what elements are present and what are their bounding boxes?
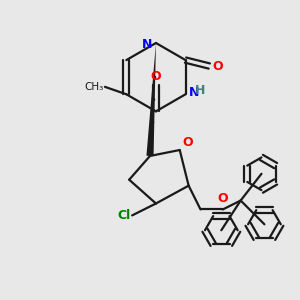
Text: O: O: [218, 192, 228, 205]
Text: Cl: Cl: [117, 209, 131, 222]
Text: O: O: [183, 136, 193, 148]
Text: O: O: [151, 70, 161, 83]
Text: H: H: [195, 84, 206, 97]
Polygon shape: [146, 43, 156, 156]
Text: O: O: [212, 59, 223, 73]
Text: CH₃: CH₃: [84, 82, 104, 92]
Text: N: N: [142, 38, 152, 51]
Text: N: N: [189, 86, 200, 99]
